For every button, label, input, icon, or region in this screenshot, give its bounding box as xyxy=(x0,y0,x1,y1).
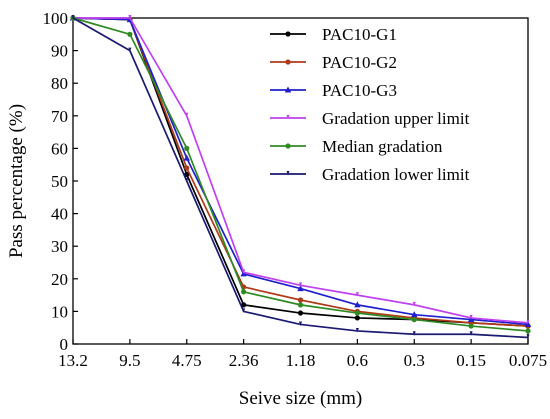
y-tick-label: 10 xyxy=(51,302,68,321)
data-point xyxy=(185,112,189,118)
data-point xyxy=(526,334,530,339)
data-point xyxy=(242,308,246,313)
y-tick-label: 90 xyxy=(51,42,68,61)
data-point xyxy=(412,331,416,336)
y-tick-label: 60 xyxy=(51,139,68,158)
legend-label: Median gradation xyxy=(322,137,443,156)
legend-marker xyxy=(285,31,291,37)
y-tick-label: 30 xyxy=(51,237,68,256)
data-point xyxy=(241,302,247,308)
data-point xyxy=(297,297,304,303)
data-point xyxy=(355,292,359,297)
y-tick-label: 20 xyxy=(51,270,68,289)
legend-label: Gradation lower limit xyxy=(322,165,470,184)
y-tick-label: 100 xyxy=(43,9,69,28)
legend-label: PAC10-G2 xyxy=(322,53,397,72)
y-tick-label: 40 xyxy=(51,205,68,224)
x-tick-label: 0.15 xyxy=(456,351,486,370)
data-point xyxy=(242,269,246,274)
data-point xyxy=(297,302,304,308)
data-point xyxy=(299,282,302,287)
x-tick-label: 9.5 xyxy=(119,351,140,370)
data-point xyxy=(299,321,302,326)
y-axis-title: Pass percentage (%) xyxy=(6,104,27,258)
data-point xyxy=(183,154,190,161)
legend-marker xyxy=(285,59,291,65)
legend-label: Gradation upper limit xyxy=(322,109,470,128)
data-point xyxy=(241,289,247,295)
data-point xyxy=(185,178,189,183)
legend-marker xyxy=(286,115,290,120)
x-axis-title: Seive size (mm) xyxy=(239,388,362,409)
legend-item: PAC10-G3 xyxy=(270,81,397,100)
data-point xyxy=(354,315,360,321)
x-tick-label: 13.2 xyxy=(58,351,88,370)
data-point xyxy=(354,301,361,308)
y-axis-ticks: 0 10 20 30 40 50 60 70 80 90 100 xyxy=(43,9,78,354)
legend-label: PAC10-G3 xyxy=(322,81,397,100)
x-tick-label: 4.75 xyxy=(172,351,202,370)
data-point xyxy=(411,311,418,318)
data-point xyxy=(468,323,474,329)
y-tick-label: 0 xyxy=(60,335,69,354)
x-axis-ticks: 13.2 9.5 4.75 2.36 1.18 0.6 0.3 0.15 0.075 xyxy=(58,339,547,370)
series-3 xyxy=(71,15,530,325)
data-point xyxy=(525,328,531,334)
x-tick-label: 0.3 xyxy=(404,351,425,370)
data-point xyxy=(354,310,360,316)
data-point xyxy=(469,331,473,336)
data-point xyxy=(469,314,473,320)
data-point xyxy=(412,301,416,307)
legend-item: Gradation lower limit xyxy=(270,165,470,184)
legend-marker xyxy=(284,86,292,93)
data-point xyxy=(355,327,359,333)
series-4 xyxy=(70,15,531,334)
x-tick-label: 0.075 xyxy=(509,351,547,370)
legend-marker xyxy=(285,143,291,149)
data-point xyxy=(411,316,417,323)
data-point xyxy=(128,15,132,20)
y-tick-label: 70 xyxy=(51,107,68,126)
x-tick-label: 1.18 xyxy=(286,351,316,370)
x-tick-label: 2.36 xyxy=(229,351,259,370)
y-tick-label: 80 xyxy=(51,74,68,93)
data-point xyxy=(71,15,75,20)
legend-item: Median gradation xyxy=(270,137,443,156)
data-point xyxy=(297,285,304,292)
data-point xyxy=(128,47,132,53)
legend-item: PAC10-G1 xyxy=(270,25,397,44)
data-point xyxy=(526,319,530,325)
legend-item: PAC10-G2 xyxy=(270,53,397,72)
series-5 xyxy=(71,15,530,339)
data-point xyxy=(184,145,190,151)
legend: PAC10-G1 PAC10-G2 PAC10-G3 Gradation upper … xyxy=(270,25,470,184)
y-tick-label: 50 xyxy=(51,172,68,191)
legend-label: PAC10-G1 xyxy=(322,25,397,44)
series-layer xyxy=(69,14,532,339)
legend-marker xyxy=(286,171,290,176)
data-point xyxy=(127,31,133,37)
data-point xyxy=(297,310,304,316)
legend-item: Gradation upper limit xyxy=(270,109,470,128)
x-tick-label: 0.6 xyxy=(347,351,368,370)
data-point xyxy=(184,171,190,178)
data-point xyxy=(184,165,190,171)
